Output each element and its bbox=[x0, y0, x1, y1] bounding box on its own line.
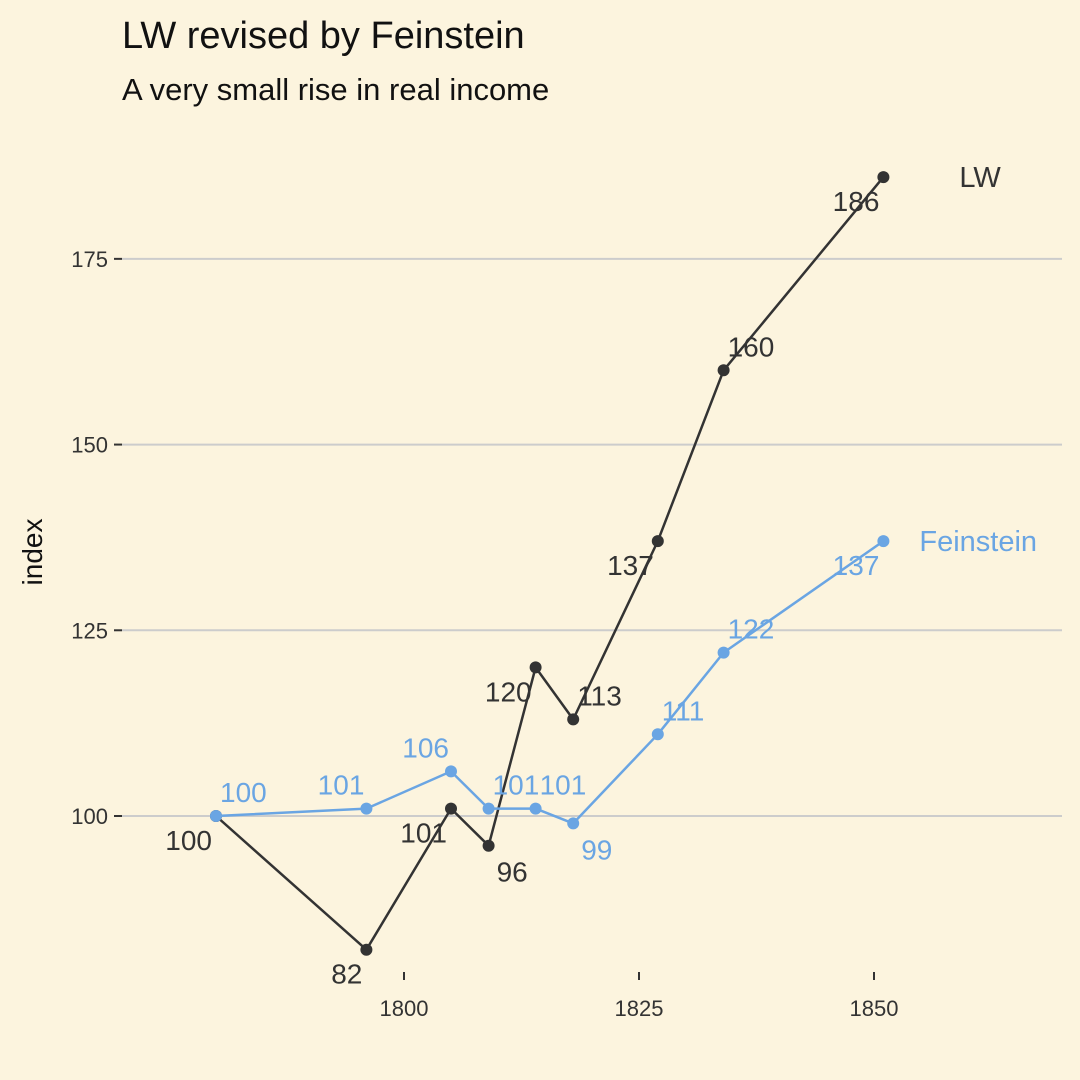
data-label-feinstein-3: 101 bbox=[493, 770, 540, 801]
data-point-feinstein-4 bbox=[529, 802, 542, 815]
chart-subtitle: A very small rise in real income bbox=[122, 72, 549, 107]
data-label-feinstein-7: 122 bbox=[728, 614, 775, 645]
data-point-lw-5 bbox=[567, 713, 580, 726]
data-point-feinstein-5 bbox=[567, 817, 580, 830]
x-tick-label-1850: 1850 bbox=[850, 996, 899, 1021]
chart-title: LW revised by Feinstein bbox=[122, 15, 525, 57]
data-label-lw-3: 96 bbox=[497, 857, 528, 888]
y-axis: 100 125 150 175 bbox=[71, 247, 122, 829]
data-point-lw-2 bbox=[445, 802, 457, 815]
data-label-feinstein-5: 99 bbox=[581, 834, 612, 865]
data-label-lw-6: 137 bbox=[607, 550, 654, 581]
gridlines bbox=[122, 257, 1062, 817]
data-point-lw-3 bbox=[482, 839, 495, 852]
data-label-lw-8: 186 bbox=[833, 186, 880, 217]
data-label-feinstein-6: 111 bbox=[662, 695, 705, 726]
y-tick-label-175: 175 bbox=[71, 247, 108, 272]
data-label-lw-7: 160 bbox=[728, 331, 775, 362]
data-point-feinstein-6 bbox=[651, 728, 664, 741]
data-point-feinstein-1 bbox=[360, 802, 373, 815]
data-label-feinstein-1: 101 bbox=[318, 770, 365, 801]
data-label-lw-0: 100 bbox=[165, 825, 212, 856]
y-tick-label-150: 150 bbox=[71, 433, 108, 458]
data-label-lw-2: 101 bbox=[400, 818, 447, 849]
y-tick-label-100: 100 bbox=[71, 804, 108, 829]
data-point-feinstein-2 bbox=[445, 765, 457, 778]
data-label-lw-1: 82 bbox=[331, 959, 362, 990]
data-label-feinstein-0: 100 bbox=[220, 777, 267, 808]
y-tick-label-125: 125 bbox=[71, 618, 108, 643]
series-line-lw bbox=[215, 176, 885, 951]
data-point-feinstein-8 bbox=[877, 535, 890, 548]
data-point-feinstein-0 bbox=[210, 810, 222, 822]
data-point-lw-1 bbox=[360, 943, 373, 956]
data-point-lw-6 bbox=[651, 535, 664, 548]
data-label-lw-4: 120 bbox=[485, 676, 532, 707]
x-axis: 1800 1825 1850 bbox=[380, 972, 899, 1021]
x-tick-label-1800: 1800 bbox=[380, 996, 429, 1021]
data-label-feinstein-2: 106 bbox=[402, 732, 449, 763]
data-point-feinstein-3 bbox=[482, 802, 495, 815]
data-label-lw-5: 113 bbox=[577, 680, 622, 711]
data-point-lw-8 bbox=[877, 171, 890, 184]
data-point-lw-7 bbox=[717, 364, 730, 377]
y-axis-title: index bbox=[17, 519, 48, 586]
data-point-feinstein-7 bbox=[717, 646, 730, 659]
data-label-feinstein-8: 137 bbox=[833, 550, 880, 581]
data-point-lw-4 bbox=[529, 661, 542, 674]
series-name-label-feinstein: Feinstein bbox=[919, 526, 1037, 558]
data-label-feinstein-4: 101 bbox=[540, 770, 587, 801]
x-tick-label-1825: 1825 bbox=[615, 996, 664, 1021]
series-name-label-lw: LW bbox=[959, 162, 1001, 194]
